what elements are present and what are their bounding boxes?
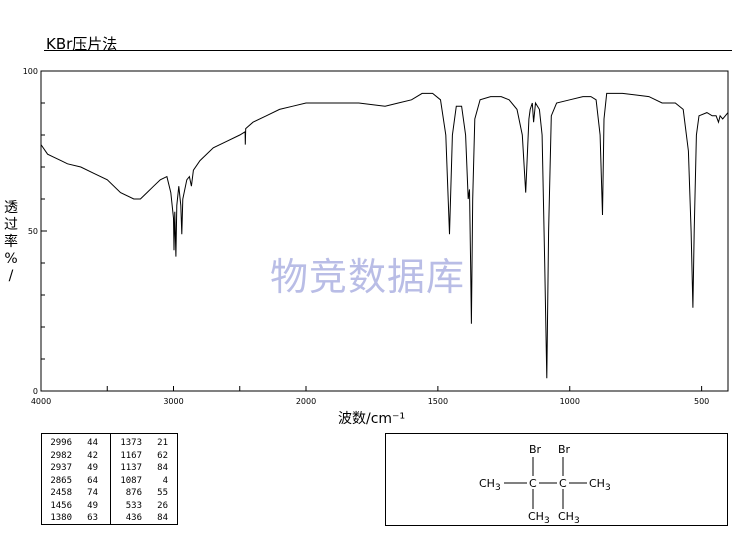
header-rule	[44, 50, 732, 51]
peak-table: 2996 44 2982 42 2937 49 2865 64 2458 74 1456 49 1380…	[41, 433, 178, 525]
peak-transmittance: 84	[157, 513, 168, 523]
peak-row: 2937 49	[46, 462, 98, 475]
watermark: 物竞数据库	[270, 255, 466, 299]
peak-wavenumber: 436	[125, 513, 142, 523]
peak-row: 2865 64	[46, 475, 98, 488]
y-axis-label-char: %	[4, 251, 18, 267]
x-tick-label: 2000	[296, 397, 316, 406]
peak-wavenumber: 533	[125, 500, 142, 511]
molecular-structure: Br Br CH3 C C CH3 CH3 CH3	[479, 443, 611, 526]
peak-row: 1167 62	[116, 450, 168, 463]
peak-table-column-2: 1373 21 1167 62 1137 84 1087 4 876 55 533 26 436 84	[116, 437, 168, 525]
peak-row: 2982 42	[46, 450, 98, 463]
x-tick-label: 3000	[163, 397, 183, 406]
structure-box: Br Br CH3 C C CH3 CH3 CH3	[385, 433, 728, 526]
y-tick-label: 50	[28, 227, 38, 236]
peak-wavenumber: 1456	[50, 500, 72, 511]
peak-wavenumber: 1137	[120, 463, 142, 473]
carbon-left: C	[529, 477, 537, 490]
br-atom-right: Br	[558, 443, 571, 456]
carbon-right: C	[559, 477, 567, 490]
peak-table-column-1: 2996 44 2982 42 2937 49 2865 64 2458 74 1456 49 1380…	[46, 437, 98, 525]
x-tick-label: 1500	[428, 397, 448, 406]
peak-wavenumber: 1087	[120, 475, 142, 486]
peak-transmittance: 4	[162, 475, 168, 486]
ch3-bottom-right: CH3	[558, 510, 580, 526]
peak-transmittance: 62	[157, 450, 168, 461]
y-axis-label-char: /	[8, 268, 14, 284]
peak-row: 533 26	[116, 500, 168, 513]
peak-transmittance: 49	[87, 463, 98, 473]
peak-row: 1137 84	[116, 462, 168, 475]
y-axis-label-char: 透	[4, 200, 18, 216]
peak-row: 436 84	[116, 512, 168, 525]
peak-row: 2996 44	[46, 437, 98, 450]
peak-wavenumber: 2458	[50, 488, 72, 498]
x-tick-label: 500	[694, 397, 709, 406]
peak-transmittance: 21	[157, 438, 168, 448]
peak-wavenumber: 876	[125, 488, 142, 498]
peak-row: 876 55	[116, 487, 168, 500]
ir-spectrum-chart: 4000 3000 2000 1500 1000 500 0 50 100	[23, 67, 729, 406]
y-axis-label-char: 过	[4, 217, 18, 233]
peak-wavenumber: 2996	[50, 438, 72, 448]
ch3-left: CH3	[479, 477, 501, 493]
peak-transmittance: 44	[87, 438, 98, 448]
x-tick-label: 4000	[31, 397, 51, 406]
br-atom-left: Br	[529, 443, 542, 456]
y-tick-label: 100	[23, 67, 38, 76]
ch3-bottom-left: CH3	[528, 510, 550, 526]
peak-wavenumber: 2865	[50, 475, 72, 486]
peak-row: 1456 49	[46, 500, 98, 513]
peak-wavenumber: 1380	[50, 513, 72, 523]
peak-transmittance: 49	[87, 500, 98, 511]
peak-transmittance: 84	[157, 463, 168, 473]
x-tick-label: 1000	[560, 397, 580, 406]
peak-transmittance: 26	[157, 500, 168, 511]
peak-transmittance: 42	[87, 450, 98, 461]
peak-transmittance: 63	[87, 513, 98, 523]
peak-wavenumber: 2982	[50, 450, 72, 461]
peak-transmittance: 55	[157, 488, 168, 498]
peak-transmittance: 64	[87, 475, 98, 486]
y-axis-label: 透过率% /	[2, 200, 20, 285]
peak-wavenumber: 2937	[50, 463, 72, 473]
x-axis-label: 波数/cm⁻¹	[338, 411, 406, 427]
spectrum-line	[40, 92, 729, 379]
peak-row: 2458 74	[46, 487, 98, 500]
peak-row: 1380 63	[46, 512, 98, 525]
peak-table-divider	[110, 434, 111, 524]
peak-transmittance: 74	[87, 488, 98, 498]
peak-wavenumber: 1167	[120, 450, 142, 461]
peak-wavenumber: 1373	[120, 438, 142, 448]
peak-row: 1087 4	[116, 475, 168, 488]
y-axis-label-char: 率	[4, 234, 18, 250]
peak-row: 1373 21	[116, 437, 168, 450]
y-tick-label: 0	[33, 387, 38, 396]
method-title: KBr压片法	[46, 35, 118, 53]
ch3-right: CH3	[589, 477, 611, 493]
plot-frame	[40, 70, 729, 392]
